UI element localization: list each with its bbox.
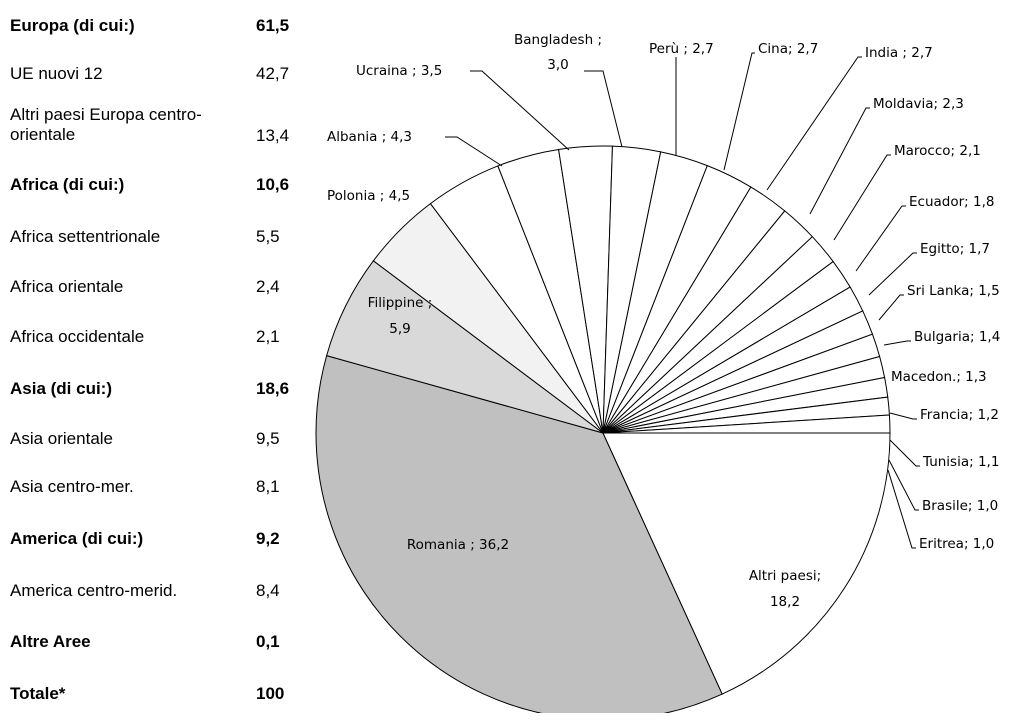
- slice-label: 3,0: [547, 57, 568, 73]
- row-label: UE nuovi 12: [10, 64, 103, 83]
- row-label: Altre Aree: [10, 632, 91, 651]
- row-value: 10,6: [256, 175, 290, 194]
- row-value: 61,5: [256, 16, 290, 35]
- leader-line: [445, 136, 503, 167]
- table-row: Africa orientale 2,4: [10, 277, 310, 317]
- row-label: Africa settentrionale: [10, 227, 161, 246]
- slice-label: Ucraina ; 3,5: [356, 63, 442, 79]
- slice-label: Altri paesi;: [749, 568, 821, 584]
- row-label: America (di cui:): [10, 529, 144, 548]
- slice-label: Cina; 2,7: [758, 41, 818, 57]
- slice-label: 18,2: [770, 594, 800, 610]
- table-row: Totale* 100: [10, 684, 310, 724]
- table-row: Asia orientale 9,5: [10, 429, 310, 469]
- row-label: America centro-merid.: [10, 581, 178, 600]
- pie-slice: [602, 432, 891, 695]
- leader-line: [887, 469, 916, 549]
- slice-label: Ecuador; 1,8: [909, 194, 994, 210]
- row-label: Africa orientale: [10, 277, 124, 296]
- slice-label: Filippine ;: [368, 295, 433, 311]
- row-value: 42,7: [256, 64, 290, 83]
- slice-label: Francia; 1,2: [920, 407, 999, 423]
- table-row: Africa settentrionale 5,5: [10, 227, 310, 267]
- leader-lines: [445, 52, 920, 549]
- row-value: 5,5: [256, 227, 280, 246]
- slice-label: Egitto; 1,7: [920, 241, 990, 257]
- row-label: Asia centro-mer.: [10, 477, 134, 496]
- table-row: Africa (di cui:) 10,6: [10, 175, 310, 215]
- row-label: Asia (di cui:): [10, 379, 113, 398]
- values-table: Europa (di cui:) 61,5 UE nuovi 12 42,7 Altri…: [0, 0, 320, 713]
- slice-label: Moldavia; 2,3: [873, 96, 964, 112]
- row-value: 9,2: [256, 529, 280, 548]
- pie-slices: [315, 145, 891, 713]
- row-value: 100: [256, 684, 285, 703]
- row-value: 9,5: [256, 429, 280, 448]
- row-value: 2,1: [256, 327, 280, 346]
- slice-label: Bulgaria; 1,4: [914, 329, 1000, 345]
- slice-label: Eritrea; 1,0: [919, 536, 994, 552]
- row-value: 2,4: [256, 277, 280, 296]
- slice-label: 5,9: [389, 321, 410, 337]
- row-value: 13,4: [256, 126, 290, 145]
- leader-line: [855, 205, 906, 272]
- slice-label: Bangladesh ;: [514, 32, 602, 48]
- slice-labels: Romania ; 36,2 Filippine ; 5,9 Polonia ; 4,…: [327, 32, 1000, 610]
- leader-line: [723, 52, 755, 171]
- table-row: Altri paesi Europa centro-orientale 13,4: [10, 105, 310, 145]
- slice-label: Sri Lanka; 1,5: [907, 283, 1000, 299]
- row-label: Asia orientale: [10, 429, 114, 448]
- table-row: Europa (di cui:) 61,5: [10, 16, 310, 56]
- table-row: America (di cui:) 9,2: [10, 529, 310, 569]
- leader-line: [470, 70, 570, 151]
- leader-line: [584, 70, 623, 148]
- slice-label: Macedon.; 1,3: [891, 369, 987, 385]
- row-label: Totale*: [10, 684, 66, 703]
- leader-line: [888, 459, 919, 511]
- table-row: Africa occidentale 2,1: [10, 327, 310, 367]
- pie-slice: [315, 354, 723, 713]
- row-value: 8,1: [256, 477, 280, 496]
- slice-label: Polonia ; 4,5: [327, 188, 410, 204]
- table-row: America centro-merid. 8,4: [10, 581, 310, 621]
- slice-label: Brasile; 1,0: [922, 498, 998, 514]
- slice-label: Perù ; 2,7: [649, 41, 714, 57]
- table-row: Altre Aree 0,1: [10, 632, 310, 672]
- slice-label: Marocco; 2,1: [894, 143, 981, 159]
- leader-line: [809, 107, 870, 215]
- table-row: Asia centro-mer. 8,1: [10, 477, 310, 517]
- leader-line: [766, 56, 862, 191]
- row-value: 18,6: [256, 379, 290, 398]
- leader-line: [889, 412, 917, 420]
- table-row: UE nuovi 12 42,7: [10, 64, 310, 104]
- row-label: Africa (di cui:): [10, 175, 125, 194]
- leader-line: [868, 252, 917, 296]
- slice-label: Tunisia; 1,1: [922, 454, 999, 470]
- row-label: Africa occidentale: [10, 327, 145, 346]
- slice-label: Albania ; 4,3: [327, 129, 412, 145]
- row-value: 8,4: [256, 581, 280, 600]
- table-row: Asia (di cui:) 18,6: [10, 379, 310, 419]
- leader-line: [878, 294, 904, 321]
- row-label: Altri paesi Europa centro-orientale: [10, 105, 202, 144]
- row-value: 0,1: [256, 632, 280, 651]
- leader-line: [889, 439, 920, 467]
- leader-line: [833, 154, 891, 241]
- slice-label: India ; 2,7: [865, 45, 933, 61]
- leader-line: [883, 340, 911, 346]
- row-label: Europa (di cui:): [10, 16, 135, 35]
- slice-label: Romania ; 36,2: [407, 537, 509, 553]
